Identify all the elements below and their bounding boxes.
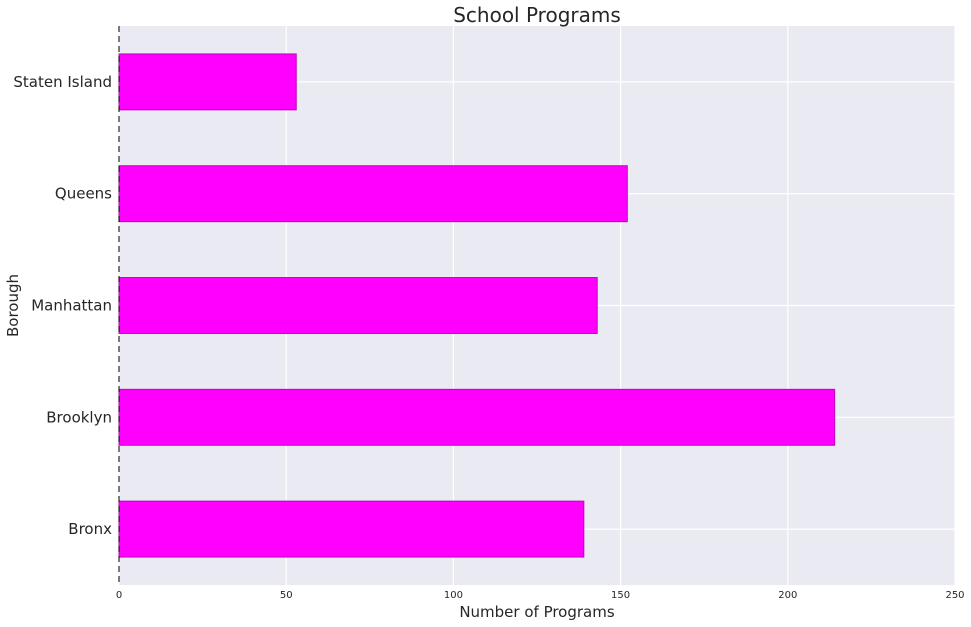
x-axis-label: Number of Programs — [459, 603, 615, 621]
x-tick-label: 200 — [778, 590, 797, 601]
bar-manhattan — [118, 277, 598, 334]
x-tick-label: 150 — [611, 590, 630, 601]
category-label: Staten Island — [13, 73, 112, 91]
category-labels: Bronx Brooklyn Manhattan Queens Staten Islan… — [13, 73, 112, 538]
x-tick-label: 250 — [945, 590, 964, 601]
category-label: Bronx — [68, 520, 112, 538]
x-tick-label: 100 — [444, 590, 463, 601]
chart-title: School Programs — [453, 3, 621, 27]
bars — [118, 53, 836, 558]
x-tick-label: 50 — [280, 590, 293, 601]
category-label: Brooklyn — [46, 408, 112, 426]
category-label: Queens — [55, 185, 112, 203]
bar-staten-island — [118, 53, 297, 111]
bar-bronx — [118, 500, 585, 558]
x-tick-label: 0 — [116, 590, 122, 601]
bar-brooklyn — [118, 388, 836, 446]
category-label: Manhattan — [31, 297, 112, 315]
x-tick-labels: 0 50 100 150 200 250 — [116, 590, 965, 601]
bar-queens — [118, 165, 628, 223]
y-axis-label: Borough — [4, 274, 22, 337]
